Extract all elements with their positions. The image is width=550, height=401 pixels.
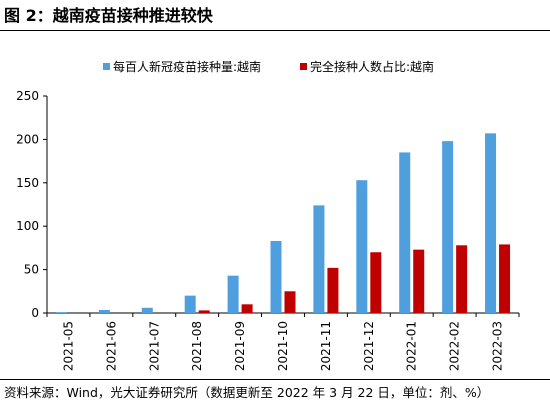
bar-doses-per-hundred — [399, 152, 411, 313]
x-tick-label: 2022-01 — [405, 321, 419, 371]
y-tick-label: 50 — [24, 263, 39, 277]
y-tick-label: 150 — [16, 176, 39, 190]
x-tick-label: 2021-07 — [147, 321, 161, 371]
x-tick-label: 2021-05 — [61, 321, 75, 371]
legend-swatch — [103, 63, 110, 70]
bar-doses-per-hundred — [227, 275, 239, 313]
bar-fully-vaccinated-share — [284, 291, 296, 313]
source-divider — [0, 379, 550, 380]
y-tick-label: 250 — [16, 89, 39, 103]
bar-doses-per-hundred — [485, 133, 497, 313]
x-tick-label: 2021-11 — [319, 321, 333, 371]
bar-doses-per-hundred — [55, 312, 67, 313]
bar-doses-per-hundred — [442, 141, 454, 313]
title-divider — [0, 30, 550, 31]
bar-fully-vaccinated-share — [241, 304, 253, 313]
x-tick-label: 2021-10 — [276, 321, 290, 371]
bar-fully-vaccinated-share — [456, 245, 468, 313]
source-note: 资料来源：Wind，光大证券研究所（数据更新至 2022 年 3 月 22 日，… — [4, 385, 490, 400]
y-tick-label: 200 — [16, 132, 39, 146]
bar-doses-per-hundred — [270, 240, 282, 313]
bar-fully-vaccinated-share — [370, 252, 382, 313]
bar-doses-per-hundred — [98, 309, 110, 313]
bar-fully-vaccinated-share — [327, 267, 339, 313]
figure-title: 图 2：越南疫苗接种推进较快 — [4, 6, 213, 25]
y-tick-label: 0 — [31, 306, 39, 320]
legend-swatch — [300, 63, 307, 70]
bar-fully-vaccinated-share — [499, 244, 511, 313]
bar-fully-vaccinated-share — [413, 249, 425, 313]
bar-doses-per-hundred — [141, 307, 153, 313]
x-tick-label: 2022-03 — [491, 321, 505, 371]
x-tick-label: 2021-09 — [233, 321, 247, 371]
bar-fully-vaccinated-share — [198, 310, 210, 313]
x-tick-label: 2021-12 — [362, 321, 376, 371]
x-tick-label: 2021-06 — [104, 321, 118, 371]
bar-doses-per-hundred — [313, 205, 325, 313]
legend-label: 每百人新冠疫苗接种量:越南 — [113, 59, 261, 74]
legend-label: 完全接种人数占比:越南 — [310, 59, 434, 74]
y-tick-label: 100 — [16, 219, 39, 233]
x-tick-label: 2022-02 — [448, 321, 462, 371]
bar-doses-per-hundred — [356, 180, 368, 313]
bar-doses-per-hundred — [184, 295, 196, 313]
x-tick-label: 2021-08 — [190, 321, 204, 371]
